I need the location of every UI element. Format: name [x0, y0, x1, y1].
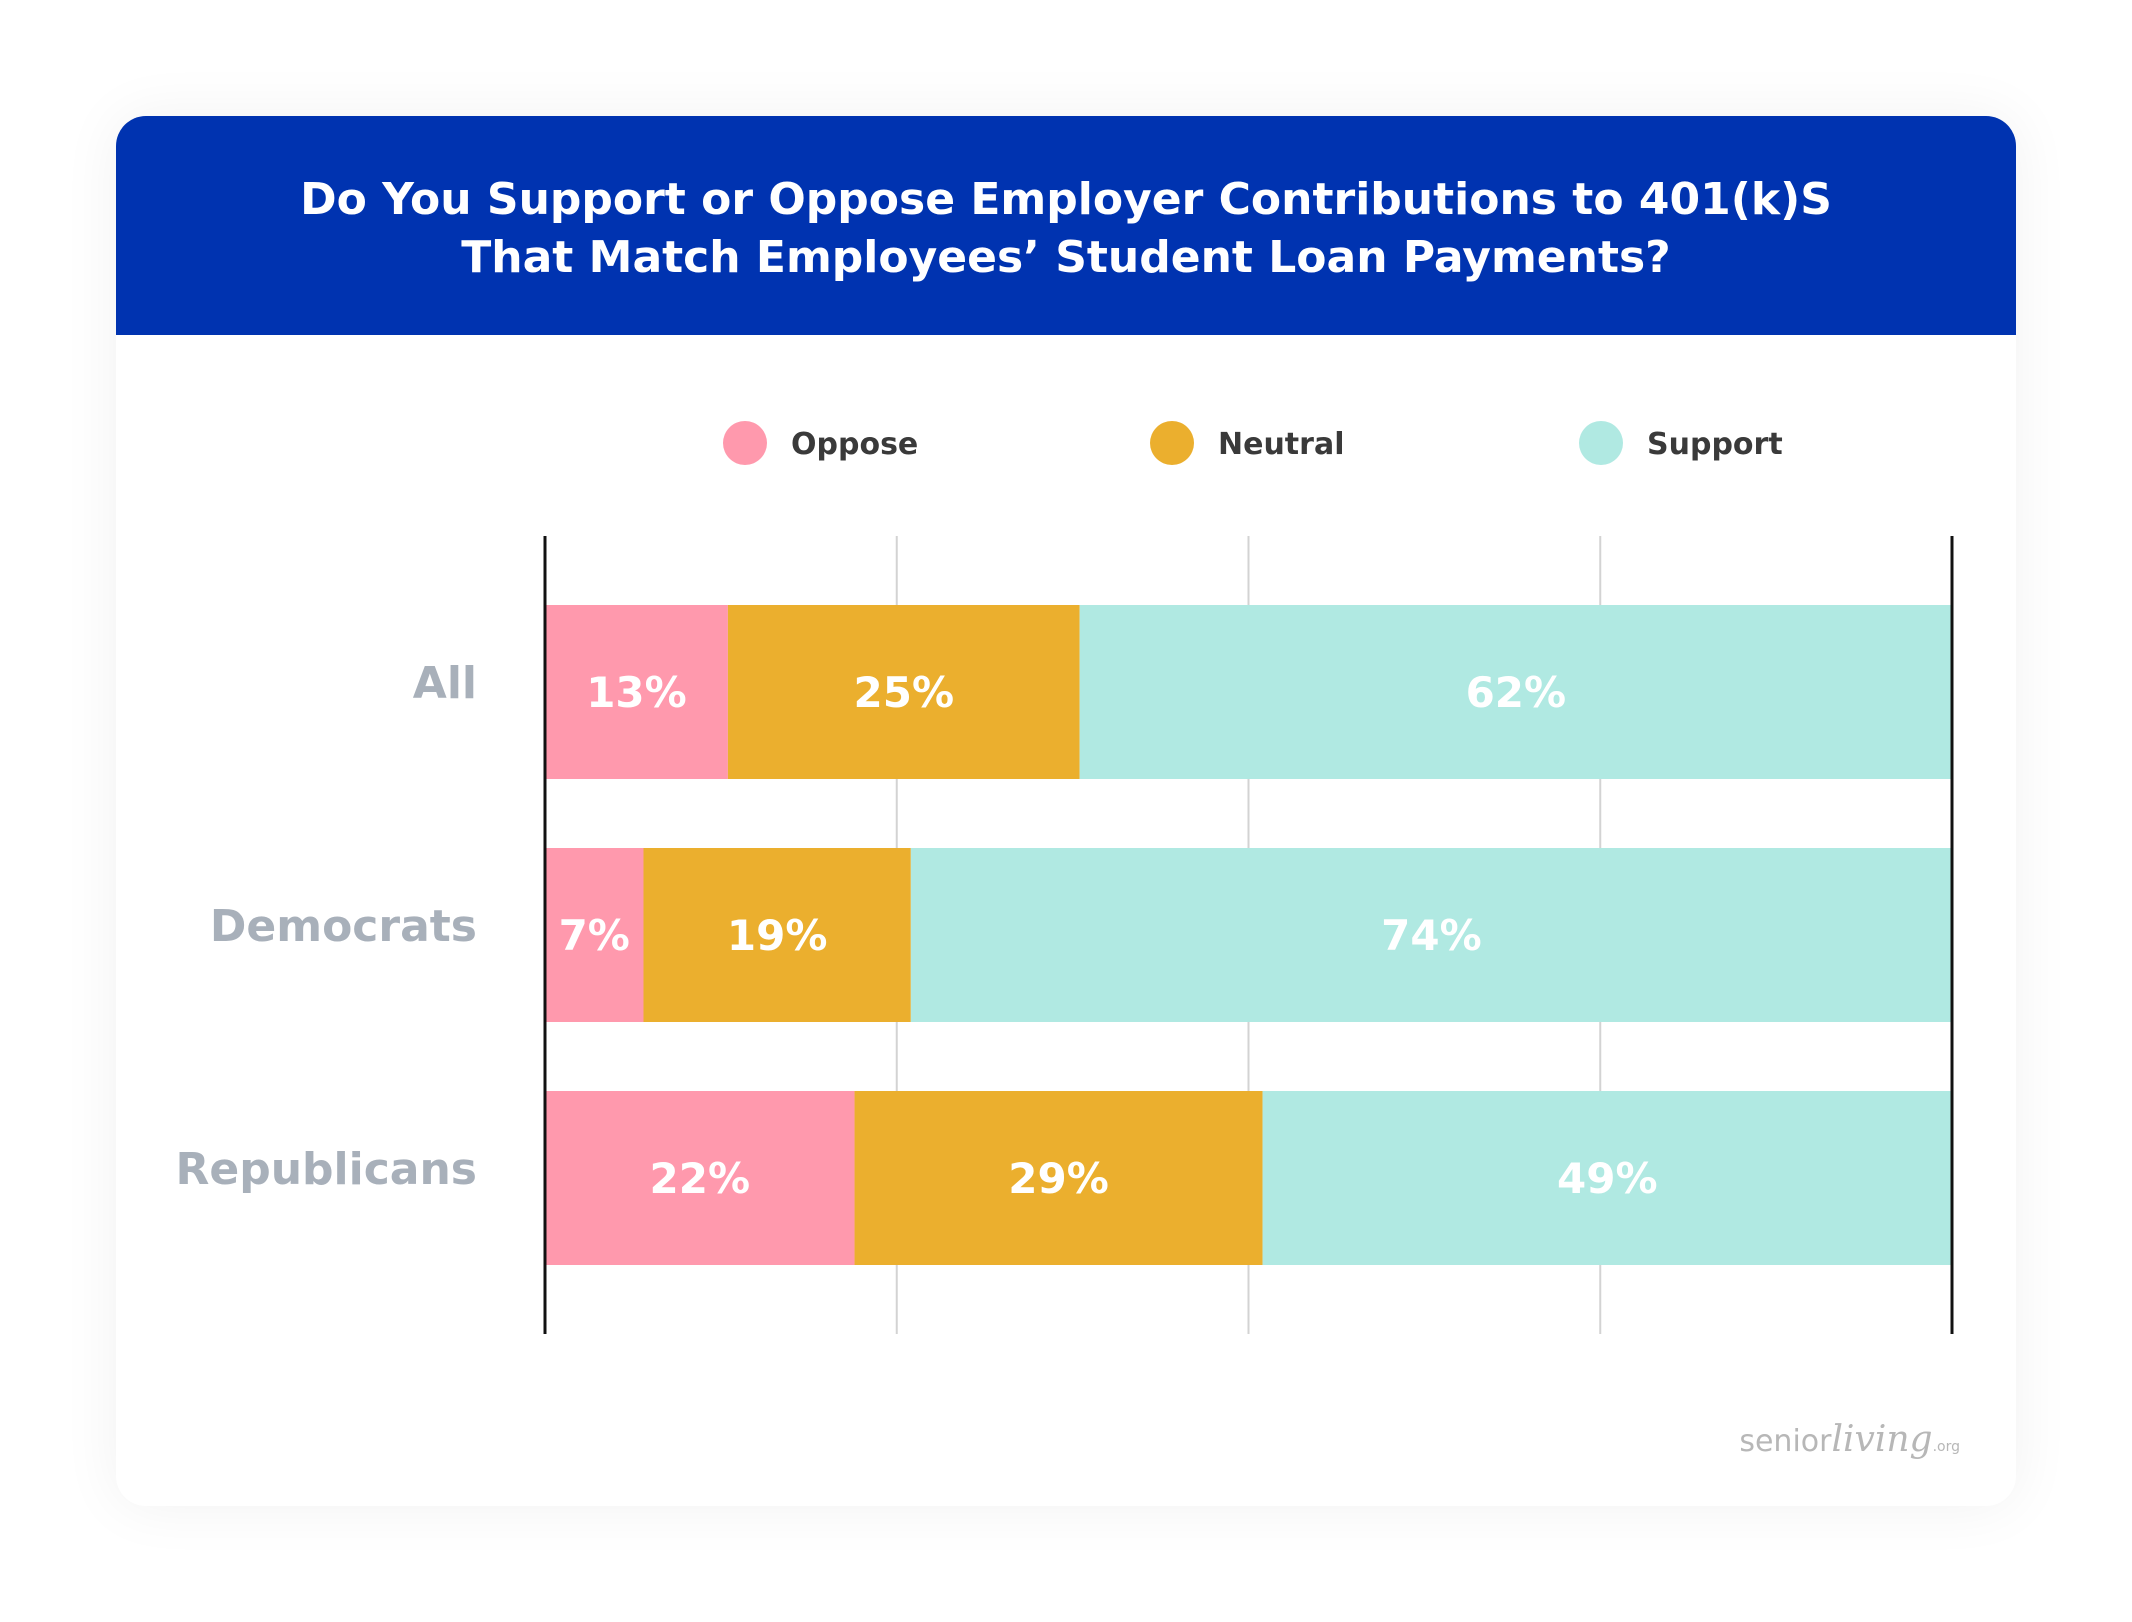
data-label: 22%	[650, 1154, 751, 1203]
data-label: 29%	[1008, 1154, 1109, 1203]
brand-part-senior: senior	[1739, 1424, 1832, 1459]
bar-support	[910, 848, 1952, 1022]
data-label: 62%	[1466, 668, 1567, 717]
chart-card: Do You Support or Oppose Employer Contri…	[116, 116, 2016, 1506]
data-label: 74%	[1381, 911, 1482, 960]
legend-label-neutral: Neutral	[1218, 427, 1344, 462]
chart-title: Do You Support or Oppose Employer Contri…	[300, 173, 1832, 283]
data-label: 13%	[586, 668, 687, 717]
brand-part-tld: .org	[1932, 1439, 1960, 1455]
bar-oppose	[545, 605, 728, 779]
stacked-bar-chart: Oppose Neutral Support All 13% 25% 62% Democrat…	[176, 421, 1954, 1334]
brand-logo: seniorliving.org	[1739, 1419, 1960, 1460]
legend-label-support: Support	[1647, 427, 1783, 462]
bar-neutral	[643, 848, 911, 1022]
category-label: Republicans	[176, 1144, 478, 1195]
category-label: Democrats	[210, 901, 477, 952]
data-label: 19%	[727, 911, 828, 960]
bar-support	[1079, 605, 1952, 779]
bar-neutral	[727, 605, 1080, 779]
data-label: 49%	[1557, 1154, 1658, 1203]
data-label: 25%	[854, 668, 955, 717]
bar-oppose	[545, 1091, 855, 1265]
bar-oppose	[545, 848, 644, 1022]
category-label: All	[413, 658, 477, 709]
data-label: 7%	[559, 911, 630, 960]
chart-header: Do You Support or Oppose Employer Contri…	[116, 116, 2016, 335]
brand-part-living: living	[1831, 1419, 1933, 1460]
legend-swatch-support	[1579, 421, 1623, 465]
legend-label-oppose: Oppose	[791, 427, 918, 462]
legend-swatch-neutral	[1150, 421, 1194, 465]
legend-swatch-oppose	[723, 421, 767, 465]
bar-neutral	[854, 1091, 1263, 1265]
bar-support	[1262, 1091, 1952, 1265]
